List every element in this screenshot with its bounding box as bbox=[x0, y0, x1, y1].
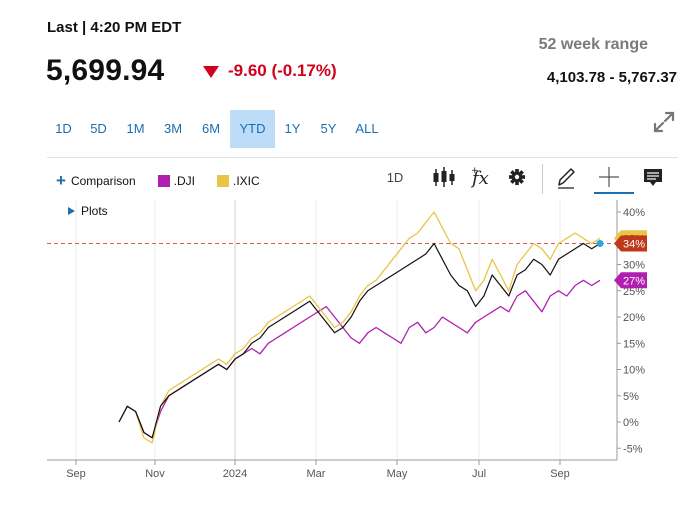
y-tick-label: 15% bbox=[623, 338, 645, 350]
function-icon[interactable]: fx + bbox=[470, 162, 492, 192]
series-line-main bbox=[118, 242, 601, 439]
plus-icon[interactable]: + bbox=[56, 171, 66, 190]
week-range-value: 4,103.78 - 5,767.37 bbox=[546, 69, 677, 86]
legend-label-ixic: .IXIC bbox=[232, 173, 260, 188]
timeframe-tab-3m[interactable]: 3M bbox=[163, 121, 183, 136]
svg-text:+: + bbox=[471, 166, 479, 176]
x-tick-label: Nov bbox=[145, 468, 165, 480]
svg-text:34%: 34% bbox=[623, 239, 645, 251]
down-arrow-icon bbox=[203, 65, 219, 78]
series-line-ixic bbox=[118, 211, 601, 444]
svg-text:fx: fx bbox=[470, 168, 489, 189]
crosshair-icon[interactable] bbox=[598, 162, 620, 192]
y-tick-label: 5% bbox=[623, 391, 639, 403]
timeframe-tab-5d[interactable]: 5D bbox=[90, 121, 107, 136]
x-tick-label: Sep bbox=[550, 468, 570, 480]
y-tick-label: 10% bbox=[623, 365, 645, 377]
timeframe-tab-ytd[interactable]: YTD bbox=[230, 110, 275, 148]
legend-label-dji: .DJI bbox=[173, 173, 195, 188]
x-tick-label: Mar bbox=[307, 468, 326, 480]
timeframe-tab-1m[interactable]: 1M bbox=[126, 121, 145, 136]
x-tick-label: May bbox=[387, 468, 408, 480]
svg-text:27%: 27% bbox=[623, 275, 645, 287]
week-range-label: 52 week range bbox=[538, 36, 648, 53]
y-tick-label: 30% bbox=[623, 260, 645, 272]
y-tick-label: 20% bbox=[623, 312, 645, 324]
y-tick-label: 25% bbox=[623, 286, 645, 298]
price-change: -9.60 (-0.17%) bbox=[203, 61, 337, 81]
play-arrow-icon bbox=[68, 207, 75, 215]
plots-toggle[interactable]: Plots bbox=[68, 204, 108, 218]
last-updated-time: Last | 4:20 PM EDT bbox=[47, 19, 182, 36]
timeframe-tabs: 1D 5D 1M 3M 6M YTD 1Y 5Y ALL bbox=[47, 110, 387, 148]
toolbar-separator bbox=[542, 164, 543, 194]
y-tick-label: -5% bbox=[623, 443, 643, 455]
plots-label: Plots bbox=[81, 204, 108, 218]
timeframe-tab-5y[interactable]: 5Y bbox=[320, 121, 337, 136]
legend-item-dji[interactable]: .DJI bbox=[157, 173, 195, 188]
interval-button[interactable]: 1D bbox=[386, 169, 404, 185]
current-point-marker bbox=[596, 240, 604, 247]
series-line-dji bbox=[118, 279, 601, 439]
toolbar-divider bbox=[47, 157, 678, 158]
crosshair-active-indicator bbox=[594, 192, 634, 194]
comparison-toolbar: + Comparison .DJI .IXIC bbox=[56, 172, 260, 189]
price-change-value: -9.60 (-0.17%) bbox=[228, 61, 337, 80]
x-tick-label: Jul bbox=[472, 468, 486, 480]
y-tick-label: 0% bbox=[623, 417, 639, 429]
timeframe-tab-1y[interactable]: 1Y bbox=[284, 121, 301, 136]
comment-icon[interactable] bbox=[642, 162, 664, 192]
price-chart[interactable]: SepNov2024MarMayJulSep40%35%30%25%20%15%… bbox=[0, 196, 696, 516]
timeframe-tab-all[interactable]: ALL bbox=[355, 121, 379, 136]
value-badge-main: 34% bbox=[614, 235, 647, 252]
legend-swatch-dji bbox=[157, 174, 170, 187]
x-tick-label: Sep bbox=[66, 468, 86, 480]
pencil-icon[interactable] bbox=[555, 162, 577, 192]
timeframe-tab-1d[interactable]: 1D bbox=[55, 121, 72, 136]
candlestick-icon[interactable] bbox=[432, 162, 456, 192]
legend-item-ixic[interactable]: .IXIC bbox=[216, 173, 260, 188]
x-tick-label: 2024 bbox=[223, 468, 247, 480]
timeframe-tab-6m[interactable]: 6M bbox=[201, 121, 221, 136]
gear-icon[interactable] bbox=[507, 162, 527, 192]
comparison-button[interactable]: Comparison bbox=[70, 173, 136, 188]
last-price: 5,699.94 bbox=[46, 54, 165, 87]
y-tick-label: 40% bbox=[623, 207, 645, 219]
expand-icon[interactable] bbox=[652, 110, 676, 134]
value-badge-dji: 27% bbox=[614, 272, 647, 289]
legend-swatch-ixic bbox=[216, 174, 229, 187]
